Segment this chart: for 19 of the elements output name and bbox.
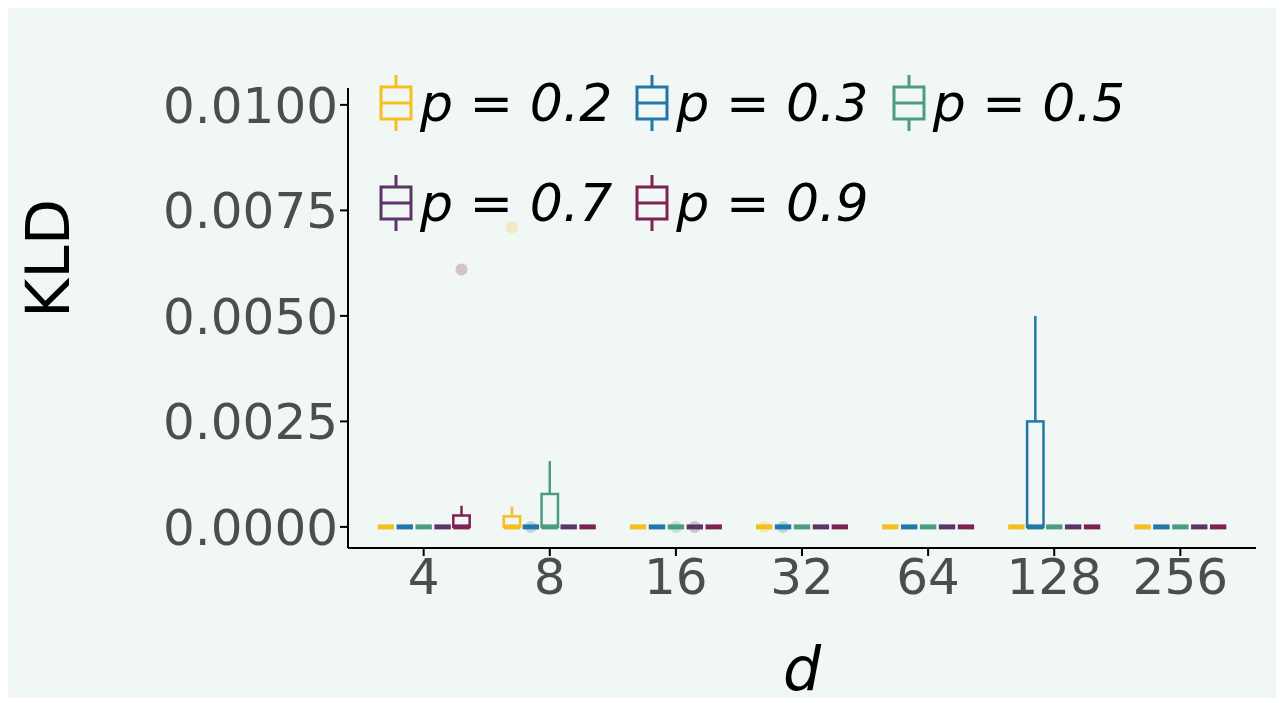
y-tick-label: 0.0000 xyxy=(163,498,338,557)
legend-label: p = 0.3 xyxy=(676,73,869,133)
legend-label: p = 0.5 xyxy=(932,73,1126,133)
x-tick-label: 256 xyxy=(1132,547,1229,606)
x-axis-title: d xyxy=(782,634,822,703)
legend-label: p = 0.9 xyxy=(676,173,869,233)
x-tick-label: 8 xyxy=(533,547,566,606)
x-tick-label: 64 xyxy=(896,547,960,606)
y-axis-title: KLD xyxy=(13,199,84,318)
x-tick-label: 32 xyxy=(770,547,834,606)
y-tick-label: 0.0050 xyxy=(163,287,338,346)
legend-label: p = 0.2 xyxy=(420,73,613,133)
y-tick-label: 0.0100 xyxy=(163,76,338,135)
x-tick-label: 128 xyxy=(1006,547,1102,606)
x-tick-label: 4 xyxy=(407,547,440,606)
y-tick-label: 0.0025 xyxy=(163,393,338,452)
y-tick-label: 0.0075 xyxy=(163,182,338,241)
legend-label: p = 0.7 xyxy=(420,173,613,233)
x-tick-label: 16 xyxy=(644,547,708,606)
